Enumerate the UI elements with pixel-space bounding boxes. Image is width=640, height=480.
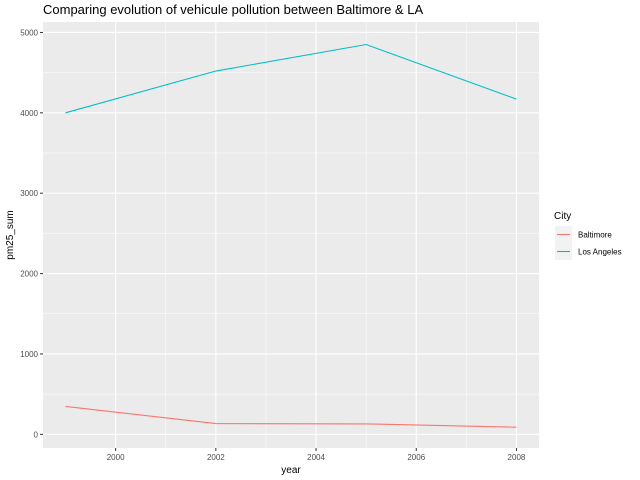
y-axis: 0 1000 2000 3000 4000 5000: [20, 28, 43, 439]
y-tick-label: 1000: [20, 350, 38, 359]
x-axis-title: year: [281, 465, 301, 476]
series-lines: [65, 43, 517, 428]
y-axis-title: pm25_sum: [5, 210, 16, 259]
x-tick-label: 2004: [307, 453, 325, 462]
y-tick-label: 2000: [20, 270, 38, 279]
x-tick-label: 2000: [107, 453, 125, 462]
y-tick-label: 4000: [20, 109, 38, 118]
legend-label: Los Angeles: [578, 248, 622, 257]
plot-panel: [43, 22, 539, 448]
series-line-baltimore: [65, 405, 517, 428]
y-tick-label: 5000: [20, 28, 38, 37]
x-tick-label: 2006: [407, 453, 425, 462]
legend-title: City: [554, 211, 571, 222]
legend-label: Baltimore: [578, 231, 612, 240]
series-line-los-angeles: [65, 43, 517, 114]
x-tick-label: 2008: [508, 453, 526, 462]
x-tick-label: 2002: [207, 453, 225, 462]
minor-gridlines: [43, 22, 539, 448]
y-tick-label: 0: [34, 430, 39, 439]
major-gridlines: [43, 22, 539, 448]
x-axis: 2000 2002 2004 2006 2008: [107, 448, 526, 462]
y-tick-label: 3000: [20, 189, 38, 198]
legend: City Baltimore Los Angeles: [554, 211, 622, 260]
chart-title: Comparing evolution of vehicule pollutio…: [43, 2, 423, 17]
